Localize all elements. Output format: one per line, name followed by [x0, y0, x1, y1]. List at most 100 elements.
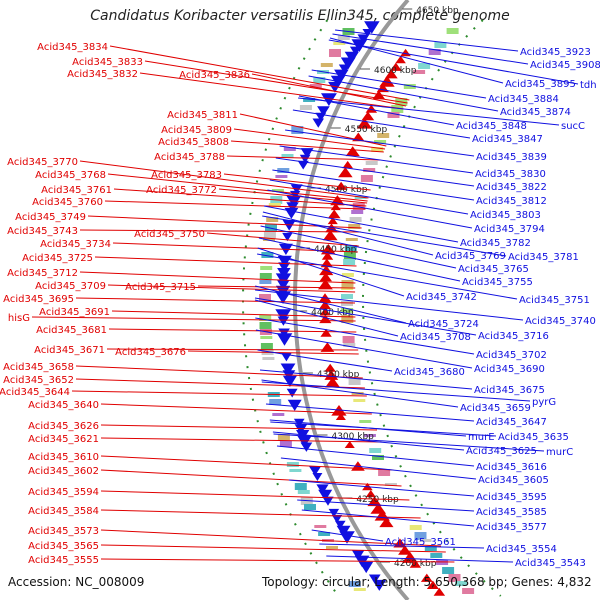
right-leader-line	[272, 431, 465, 451]
feature-box	[371, 147, 384, 152]
left-leader-line	[100, 558, 455, 563]
feature-box	[313, 77, 326, 83]
left-leader-line	[100, 403, 372, 415]
feature-box	[329, 49, 341, 57]
blue-gene-arrow	[299, 154, 311, 164]
feature-box	[289, 469, 302, 472]
blue-gene-arrow	[322, 496, 334, 506]
left-leader-line	[104, 200, 366, 210]
left-gene-label: Acid345_3760	[32, 197, 103, 208]
feature-box	[260, 336, 273, 339]
feature-box	[343, 259, 356, 265]
red-gene-arrow	[395, 55, 406, 64]
left-gene-label: Acid345_3652	[3, 375, 74, 386]
blue-gene-arrow	[284, 207, 299, 219]
red-gene-arrow	[335, 413, 346, 420]
feature-box	[341, 294, 353, 299]
feature-box	[341, 308, 354, 313]
left-gene-label: Acid345_3832	[67, 69, 138, 80]
right-gene-label: Acid345_3830	[475, 169, 546, 180]
left-gene-label: Acid345_3749	[15, 212, 86, 223]
left-leader-line	[144, 60, 408, 104]
feature-box	[348, 581, 361, 587]
feature-box	[318, 532, 331, 536]
feature-box	[343, 252, 356, 260]
blue-gene-arrow	[351, 550, 365, 561]
blue-gene-arrow	[318, 489, 333, 501]
right-gene-label: Acid345_3605	[478, 475, 549, 486]
red-gene-arrow	[426, 580, 439, 589]
feature-box	[303, 98, 316, 102]
feature-box	[462, 588, 475, 594]
feature-box	[455, 581, 468, 586]
feature-box	[326, 546, 338, 549]
left-leader-line	[223, 173, 371, 191]
red-gene-arrow	[319, 307, 331, 316]
feature-box	[263, 238, 275, 241]
left-gene-label: Acid345_3836	[179, 70, 250, 81]
feature-box	[363, 434, 376, 437]
kbp-tick-label: 4550 kbp	[345, 125, 388, 135]
kbp-tick-label: 4300 kbp	[331, 432, 374, 442]
left-gene-label: Acid345_3715	[125, 282, 196, 293]
blue-gene-arrow	[312, 118, 324, 128]
right-leader-line	[292, 109, 471, 139]
right-gene-label: Acid345_3765	[458, 264, 529, 275]
left-gene-label: Acid345_3768	[35, 170, 106, 181]
right-gene-label: Acid345_3659	[460, 403, 531, 414]
red-gene-arrow	[385, 69, 398, 79]
right-leader-line	[275, 157, 475, 187]
right-leader-line	[262, 215, 507, 257]
right-leader-line	[297, 499, 475, 512]
right-gene-label: Acid345_3716	[478, 331, 549, 342]
red-gene-arrow	[324, 363, 336, 372]
left-leader-line	[113, 188, 367, 207]
red-gene-arrow	[320, 328, 332, 337]
feature-box	[424, 546, 437, 551]
left-gene-label: Acid345_3750	[134, 229, 205, 240]
red-gene-arrow	[345, 146, 360, 157]
right-gene-label: Acid345_3708	[400, 332, 471, 343]
left-leader-line	[139, 72, 405, 110]
feature-box	[344, 245, 357, 253]
blue-gene-arrow	[331, 514, 343, 524]
blue-gene-arrow	[340, 57, 356, 70]
red-gene-arrow	[338, 167, 353, 178]
feature-box	[333, 42, 346, 45]
right-gene-label: Acid345_3895	[505, 79, 576, 90]
right-leader-line	[332, 33, 529, 65]
left-gene-label: Acid345_3594	[28, 487, 99, 498]
right-leader-line	[301, 509, 475, 527]
red-gene-arrow	[335, 181, 347, 190]
left-gene-label: Acid345_3725	[22, 253, 93, 264]
kbp-tick-label: 4250 kbp	[356, 495, 399, 505]
blue-gene-arrow	[309, 466, 321, 476]
red-gene-arrow	[321, 251, 334, 260]
left-gene-label: Acid345_3772	[146, 185, 217, 196]
feature-box	[262, 357, 275, 360]
feature-box	[365, 161, 378, 165]
left-gene-label: Acid345_3565	[28, 541, 99, 552]
left-leader-line	[100, 469, 402, 487]
left-leader-line	[197, 285, 356, 289]
right-leader-line	[328, 39, 579, 85]
feature-box	[277, 434, 290, 440]
blue-gene-arrow	[334, 520, 346, 530]
blue-gene-arrow	[293, 418, 305, 428]
feature-box	[414, 532, 427, 540]
feature-box	[275, 175, 288, 178]
kbp-tick-label: 4650 kbp	[416, 6, 459, 16]
left-gene-label: Acid345_3691	[39, 307, 110, 318]
feature-box	[309, 84, 322, 88]
blue-gene-arrow	[287, 399, 302, 411]
right-gene-label: Acid345_3690	[474, 364, 545, 375]
feature-box	[387, 112, 400, 118]
feature-box	[434, 42, 447, 48]
blue-gene-arrow	[277, 316, 290, 326]
feature-box	[294, 483, 307, 490]
left-gene-label: Acid345_3811	[167, 110, 238, 121]
left-leader-line	[79, 271, 356, 284]
left-leader-line	[79, 160, 369, 199]
right-gene-label: Acid345_3782	[460, 238, 531, 249]
